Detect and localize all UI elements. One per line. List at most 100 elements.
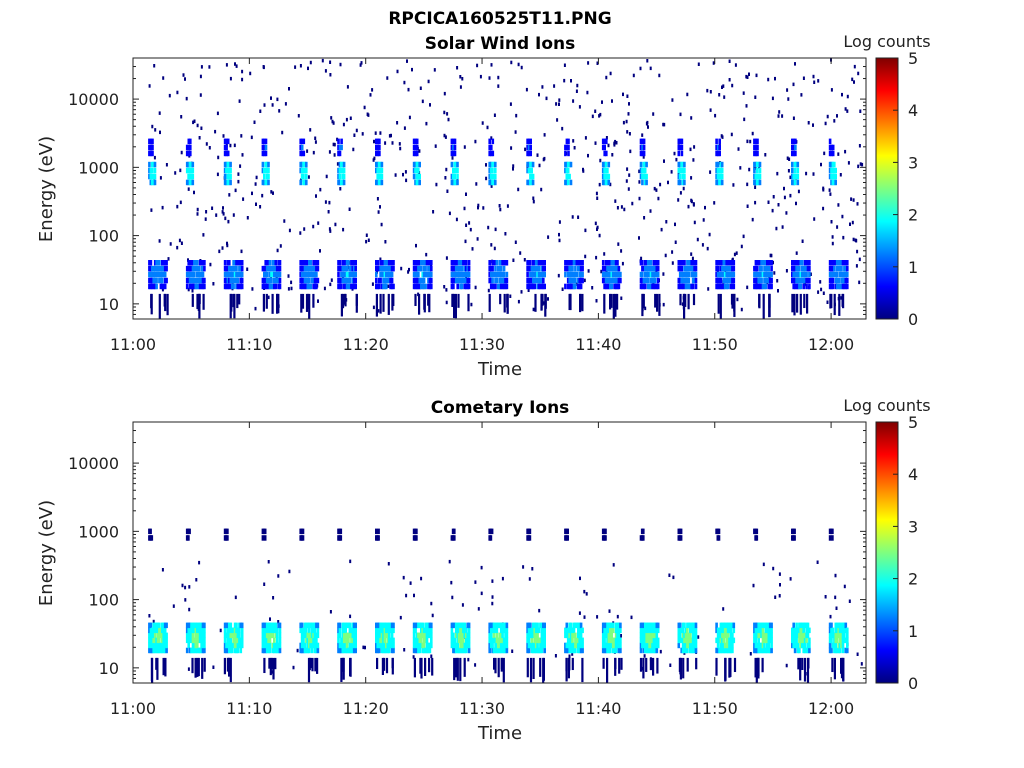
heatmap-cell (455, 217, 458, 222)
heatmap-cell (196, 622, 199, 629)
heatmap-cell (308, 265, 311, 272)
heatmap-cell (278, 271, 282, 278)
heatmap-cell (833, 161, 836, 168)
heatmap-cell (788, 157, 791, 161)
heatmap-cell (299, 138, 302, 145)
heatmap-cell (716, 271, 720, 278)
heatmap-cell (742, 234, 745, 239)
heatmap-cell (568, 260, 571, 266)
heatmap-cell (427, 265, 430, 272)
heatmap-cell (584, 136, 587, 140)
heatmap-cell (641, 632, 644, 639)
heatmap-cell (594, 221, 597, 226)
heatmap-cell (564, 150, 567, 157)
heatmap-cell (639, 66, 642, 71)
heatmap-cell (795, 637, 798, 644)
heatmap-cell (232, 627, 235, 634)
heatmap-cell (251, 191, 253, 196)
heatmap-cell (238, 293, 241, 305)
heatmap-cell (150, 657, 153, 682)
heatmap-cell (155, 622, 158, 629)
heatmap-cell (238, 99, 241, 103)
heatmap-cell (239, 271, 243, 278)
heatmap-cell (382, 632, 385, 639)
heatmap-cell (607, 265, 611, 272)
heatmap-cell (383, 627, 387, 634)
heatmap-cell (572, 283, 576, 290)
heatmap-cell (337, 179, 340, 186)
heatmap-cell (338, 173, 342, 180)
heatmap-cell (204, 217, 207, 221)
heatmap-cell (731, 277, 734, 284)
heatmap-cell (613, 642, 616, 649)
heatmap-cell (309, 283, 312, 290)
heatmap-cell (308, 647, 311, 654)
heatmap-cell (268, 622, 272, 629)
heatmap-cell (755, 73, 758, 78)
heatmap-cell (680, 271, 683, 278)
heatmap-cell (791, 179, 794, 186)
heatmap-cell (690, 627, 693, 634)
heatmap-cell (537, 260, 541, 266)
heatmap-cell (460, 271, 464, 278)
heatmap-cell (422, 642, 426, 649)
heatmap-cell (193, 283, 196, 290)
heatmap-cell (681, 642, 685, 649)
heatmap-cell (191, 627, 195, 634)
heatmap-cell (795, 260, 798, 266)
heatmap-cell (386, 260, 390, 266)
heatmap-cell (354, 283, 357, 290)
heatmap-cell (595, 255, 598, 260)
heatmap-cell (425, 647, 429, 654)
heatmap-cell (421, 277, 424, 284)
heatmap-cell (757, 277, 760, 284)
heatmap-cell (352, 632, 356, 639)
heatmap-cell (805, 283, 808, 290)
heatmap-cell (569, 637, 573, 644)
heatmap-cell (566, 647, 570, 654)
heatmap-cell (337, 622, 340, 629)
heatmap-cell (639, 642, 643, 649)
heatmap-cell (572, 277, 576, 284)
heatmap-cell (542, 283, 545, 290)
heatmap-cell (379, 257, 382, 261)
heatmap-cell (753, 150, 756, 157)
heatmap-cell (205, 142, 208, 146)
heatmap-cell (799, 632, 803, 639)
heatmap-cell (153, 173, 157, 180)
heatmap-cell (259, 109, 262, 113)
heatmap-cell (389, 277, 392, 284)
heatmap-cell (613, 260, 616, 266)
heatmap-cell (718, 93, 721, 97)
heatmap-cell (463, 145, 466, 149)
heatmap-cell (614, 199, 617, 203)
heatmap-cell (313, 283, 317, 290)
heatmap-cell (652, 265, 656, 272)
heatmap-cell (453, 642, 457, 649)
heatmap-cell (840, 642, 843, 649)
heatmap-cell (414, 642, 417, 649)
heatmap-cell (728, 265, 731, 272)
heatmap-cell (377, 161, 381, 168)
heatmap-cell (347, 647, 350, 654)
heatmap-cell (230, 265, 234, 272)
heatmap-cell (806, 642, 810, 649)
heatmap-cell (299, 627, 302, 634)
heatmap-cell (829, 192, 832, 196)
heatmap-cell (642, 622, 646, 629)
heatmap-cell (152, 642, 155, 649)
heatmap-cell (450, 144, 454, 151)
heatmap-cell (648, 260, 651, 266)
heatmap-cell (163, 647, 167, 654)
heatmap-cell (163, 265, 167, 272)
heatmap-cell (779, 583, 781, 587)
heatmap-cell (574, 637, 577, 644)
heatmap-cell (840, 283, 843, 290)
heatmap-cell (459, 260, 462, 266)
heatmap-cell (686, 632, 689, 639)
heatmap-cell (342, 260, 346, 266)
heatmap-cell (494, 657, 497, 674)
heatmap-cell (414, 161, 417, 168)
heatmap-cell (694, 277, 698, 284)
